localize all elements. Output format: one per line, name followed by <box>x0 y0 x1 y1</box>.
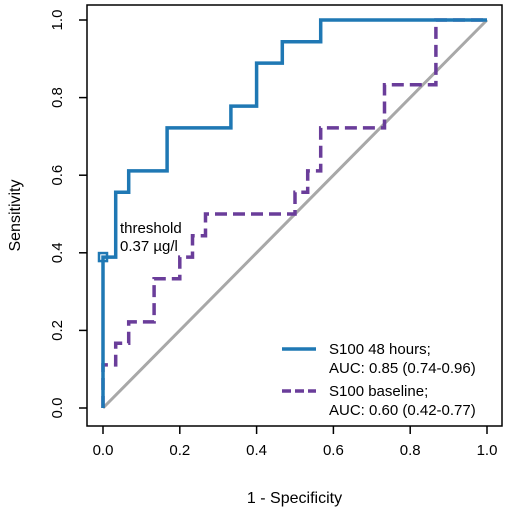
y-tick-label: 0.4 <box>49 242 66 263</box>
y-tick-label: 0.2 <box>49 320 66 341</box>
x-axis: 0.0 0.2 0.4 0.6 0.8 1.0 <box>93 426 498 459</box>
x-tick-label: 0.0 <box>93 442 114 459</box>
y-tick-label: 1.0 <box>49 10 66 31</box>
legend-auc-label: AUC: 0.85 (0.74-0.96) <box>329 360 476 377</box>
threshold-marker <box>97 251 109 263</box>
x-tick-label: 0.6 <box>323 442 344 459</box>
series-line-1 <box>101 18 487 408</box>
x-tick-label: 0.8 <box>400 442 421 459</box>
x-tick-label: 1.0 <box>477 442 498 459</box>
legend-auc-label: AUC: 0.60 (0.42-0.77) <box>329 402 476 419</box>
legend-series-name: S100 baseline; <box>329 383 428 400</box>
threshold-value-label: 0.37 µg/l <box>120 238 178 255</box>
x-tick-label: 0.4 <box>246 442 267 459</box>
threshold-label: threshold <box>120 220 182 237</box>
x-axis-title: 1 - Specificity <box>247 490 342 507</box>
y-axis: 0.0 0.2 0.4 0.6 0.8 1.0 <box>49 10 87 419</box>
series-line-0 <box>101 18 487 408</box>
series-layer <box>101 18 487 408</box>
y-tick-label: 0.6 <box>49 165 66 186</box>
legend-series-name: S100 48 hours; <box>329 341 431 358</box>
y-tick-label: 0.8 <box>49 87 66 108</box>
threshold-layer: threshold 0.37 µg/l <box>97 220 182 263</box>
x-tick-label: 0.2 <box>169 442 190 459</box>
y-tick-label: 0.0 <box>49 398 66 419</box>
y-axis-title: Sensitivity <box>7 179 24 251</box>
plot-frame <box>86 4 503 427</box>
legend: S100 48 hours; AUC: 0.85 (0.74-0.96) S100 … <box>282 341 476 419</box>
